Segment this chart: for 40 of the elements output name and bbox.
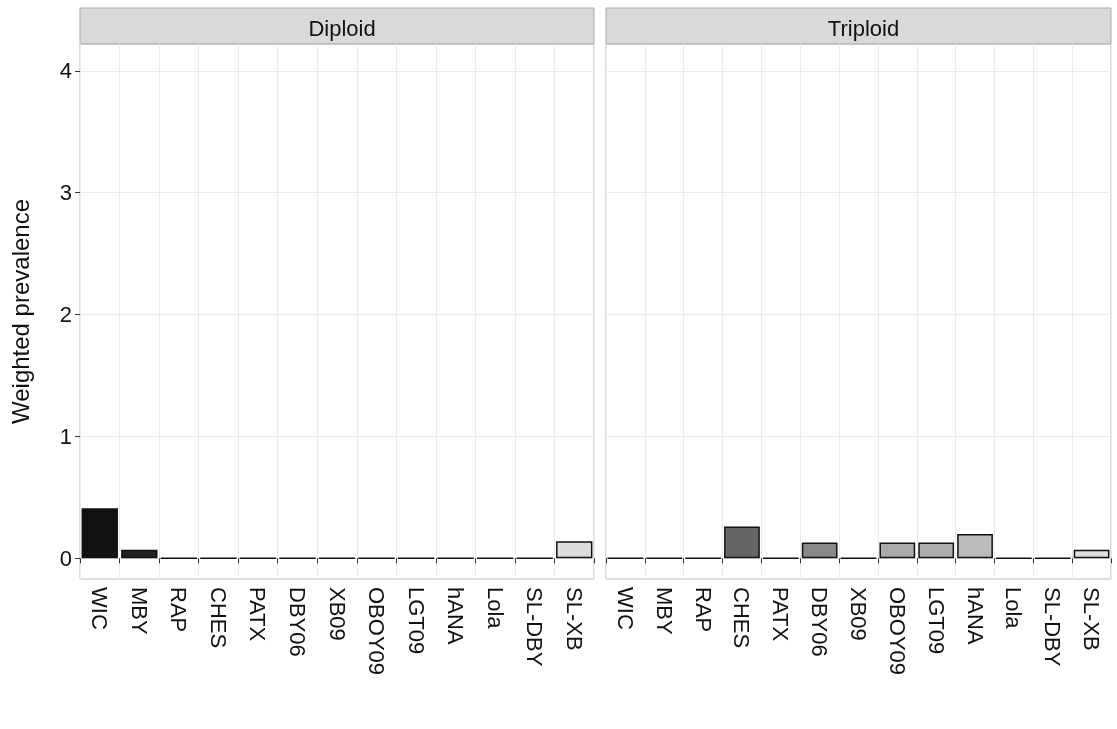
y-tick-label: 0	[59, 545, 72, 571]
y-tick-label: 2	[59, 302, 72, 328]
x-tick-label: PATX	[245, 587, 271, 642]
bar	[879, 542, 916, 559]
x-tick-label: OBOY09	[884, 587, 910, 676]
x-tick-label: hANA	[962, 587, 988, 645]
y-tick-label: 4	[59, 58, 72, 84]
x-tick-label: SL-XB	[561, 587, 587, 651]
bar	[724, 526, 760, 559]
y-axis-title: Weighted prevalence	[6, 198, 34, 425]
x-tick-label: Lola	[482, 587, 508, 630]
x-tick-label: DBY06	[284, 587, 310, 657]
bar	[1073, 549, 1110, 559]
x-tick-label: RAP	[166, 587, 192, 633]
y-tick-label: 1	[59, 423, 72, 449]
x-tick-label: MBY	[651, 587, 677, 635]
chart-title: Triploid	[827, 15, 900, 41]
chart-title: Diploid	[308, 15, 376, 41]
x-tick-label: CHES	[729, 587, 755, 649]
y-tick-label: 3	[59, 180, 72, 206]
bar	[918, 542, 955, 559]
x-tick-label: CHES	[205, 587, 231, 649]
x-tick-label: SL-XB	[1079, 587, 1105, 651]
x-tick-label: PATX	[768, 587, 794, 642]
bar	[801, 542, 838, 559]
x-tick-label: SL-DBY	[1040, 587, 1066, 667]
x-tick-label: RAP	[690, 587, 716, 633]
x-tick-label: WIC	[612, 587, 638, 630]
x-tick-label: LGT09	[923, 587, 949, 655]
bar	[957, 533, 993, 559]
x-tick-label: DBY06	[807, 587, 833, 657]
x-tick-label: LGT09	[403, 587, 429, 655]
x-tick-label: WIC	[87, 587, 113, 630]
x-tick-label: Lola	[1001, 587, 1027, 630]
x-tick-label: hANA	[443, 587, 469, 645]
x-tick-label: XB09	[324, 587, 350, 641]
x-tick-label: OBOY09	[364, 587, 390, 676]
x-tick-label: MBY	[126, 587, 152, 635]
x-tick-label: SL-DBY	[522, 587, 548, 667]
x-tick-label: XB09	[846, 587, 871, 641]
